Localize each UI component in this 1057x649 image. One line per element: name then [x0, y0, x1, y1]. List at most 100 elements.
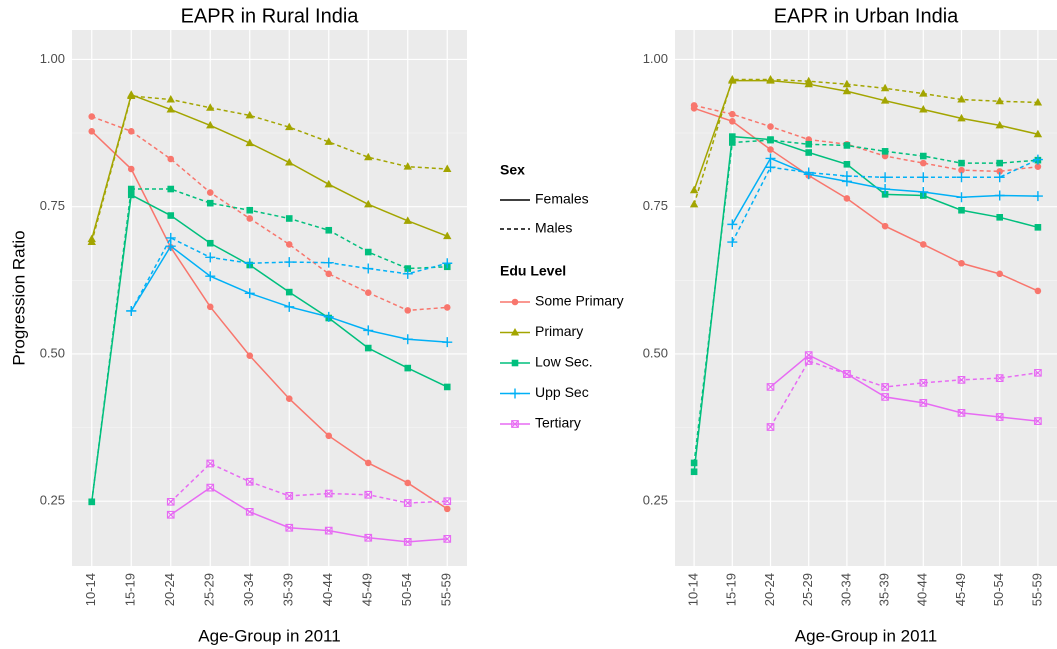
marker-shape [996, 270, 1003, 278]
marker [364, 289, 372, 296]
marker-shape [918, 172, 929, 183]
x-tick-label: 30-34 [241, 573, 256, 606]
x-tick-label: 55-59 [1029, 573, 1044, 606]
marker-shape [206, 189, 214, 196]
marker-shape [285, 241, 293, 248]
marker [443, 231, 452, 240]
marker-shape [804, 76, 813, 85]
marker-shape [1034, 417, 1042, 425]
marker [443, 535, 452, 543]
series-line [770, 354, 1038, 422]
x-tick-label: 10-14 [83, 573, 98, 606]
marker-shape [285, 158, 294, 166]
marker-shape [404, 307, 412, 314]
marker-shape [511, 298, 519, 306]
marker [166, 497, 175, 506]
marker-shape [805, 149, 812, 156]
marker [324, 179, 333, 188]
marker [206, 459, 215, 468]
marker-shape [511, 420, 519, 428]
legend-label: Males [535, 220, 572, 236]
marker-shape [881, 148, 889, 155]
series-line [693, 79, 1039, 191]
marker [511, 359, 519, 367]
marker-shape [958, 259, 965, 267]
marker [767, 136, 774, 144]
marker-shape [363, 263, 374, 274]
marker [403, 162, 412, 170]
marker-shape [1032, 154, 1043, 165]
marker [403, 538, 412, 546]
series-line [170, 462, 448, 504]
marker [246, 352, 254, 360]
marker-shape [126, 305, 137, 316]
marker [1034, 287, 1042, 295]
marker-shape [843, 195, 851, 202]
marker-shape [727, 237, 738, 248]
marker [206, 239, 214, 247]
marker-shape [166, 497, 175, 506]
series-line [91, 130, 448, 510]
marker [881, 383, 889, 391]
marker [510, 328, 520, 336]
marker [996, 270, 1003, 278]
y-tick-label: 0.25 [40, 493, 65, 508]
marker-shape [403, 538, 412, 546]
series-line [693, 135, 1039, 472]
marker-shape [510, 328, 520, 336]
marker [996, 214, 1003, 221]
marker-shape [919, 89, 928, 97]
marker [244, 258, 255, 269]
y-tick-label: 0.75 [40, 198, 65, 213]
marker [842, 79, 852, 88]
marker-shape [402, 334, 413, 345]
marker [881, 393, 889, 401]
marker [285, 158, 294, 166]
marker-shape [880, 172, 891, 183]
x-axis-title: Age-Group in 2011 [198, 626, 340, 645]
marker-shape [442, 258, 453, 269]
marker [918, 186, 929, 197]
marker [205, 271, 216, 282]
marker [364, 490, 373, 499]
marker [403, 499, 412, 507]
marker-shape [690, 459, 698, 467]
x-tick-label: 50-54 [399, 573, 414, 606]
y-tick-label: 0.50 [40, 345, 65, 360]
marker-shape [205, 252, 216, 263]
marker [324, 526, 333, 535]
marker [245, 477, 254, 486]
y-axis-title: Progression Ratio [9, 230, 28, 365]
marker [126, 305, 137, 316]
marker [804, 357, 813, 365]
marker-shape [323, 257, 334, 268]
marker [728, 74, 737, 83]
series-line [693, 107, 1039, 292]
marker [765, 162, 776, 173]
marker [285, 288, 293, 296]
marker [165, 232, 176, 243]
legend-title: Sex [500, 162, 525, 178]
marker [363, 263, 374, 274]
marker-shape [919, 105, 928, 113]
marker-shape [729, 139, 736, 146]
marker-shape [1034, 287, 1042, 295]
marker [245, 110, 254, 119]
legend-label: Some Primary [535, 293, 624, 309]
marker [166, 95, 175, 103]
marker [206, 199, 214, 207]
marker-shape [843, 160, 851, 168]
marker-shape [443, 497, 452, 506]
marker [1034, 368, 1042, 377]
marker [958, 259, 965, 267]
marker [206, 103, 215, 111]
marker-shape [323, 311, 334, 322]
marker-shape [87, 237, 96, 246]
marker [1034, 163, 1042, 170]
marker-shape [995, 120, 1004, 129]
marker-shape [165, 232, 176, 243]
marker-shape [1032, 191, 1043, 202]
marker-shape [285, 523, 294, 532]
marker [805, 149, 812, 156]
series-line [693, 78, 1038, 205]
